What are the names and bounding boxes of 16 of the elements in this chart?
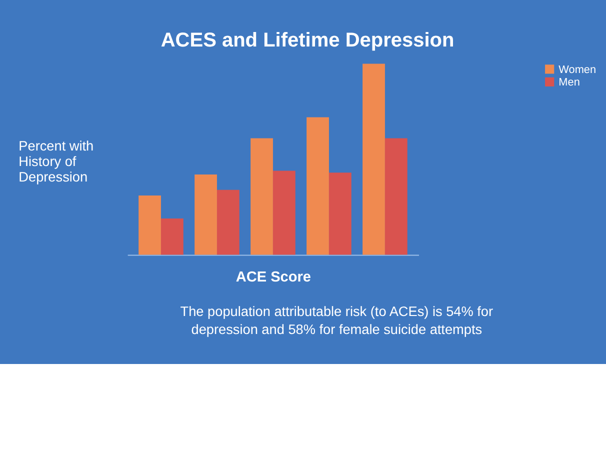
legend-label: Men — [558, 76, 580, 89]
bar — [160, 218, 184, 255]
bar — [194, 174, 217, 255]
bar — [384, 138, 408, 255]
bar — [216, 190, 240, 255]
bar — [328, 172, 352, 255]
bar — [362, 64, 385, 255]
y-axis-title: Percent with History of Depression — [18, 138, 94, 185]
chart-title: ACES and Lifetime Depression — [160, 29, 454, 52]
x-axis-title: ACE Score — [236, 270, 312, 286]
bar — [272, 170, 296, 255]
bar — [306, 117, 329, 255]
bar — [250, 138, 273, 255]
bar — [138, 196, 161, 255]
legend-label: Women — [558, 64, 596, 76]
text: The population attributable risk (to ACEs) is 54% for depression and 58% for female suicide attempts — [180, 304, 494, 337]
